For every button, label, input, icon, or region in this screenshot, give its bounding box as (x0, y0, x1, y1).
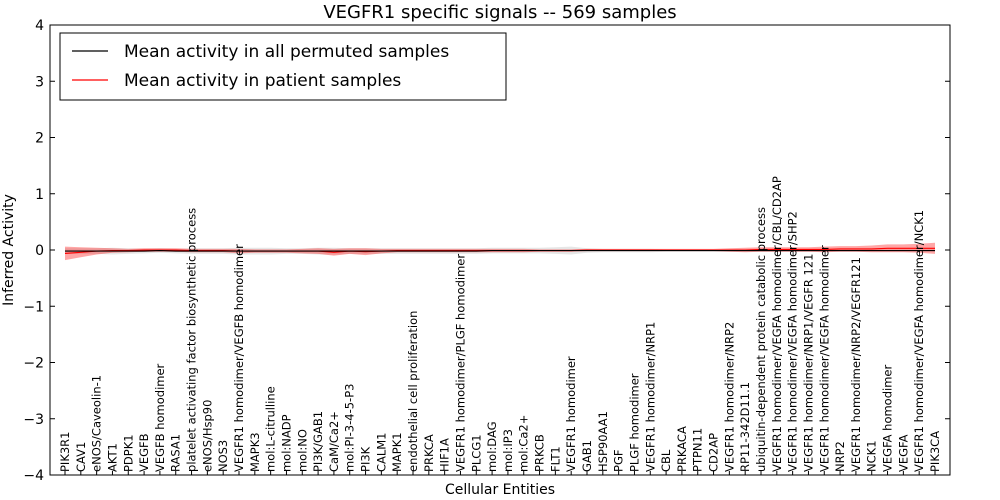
y-tick-label: −2 (23, 356, 44, 372)
category-label: VEGFB homodimer (153, 363, 167, 472)
band-series-1 (65, 242, 935, 261)
category-label: VEGFR1 homodimer/VEGFB homodimer (232, 244, 246, 472)
category-label: PTPN11 (691, 428, 705, 472)
category-label: NOS3 (216, 440, 230, 472)
legend-label-permuted: Mean activity in all permuted samples (124, 42, 449, 62)
category-label: PLGF homodimer (628, 373, 642, 472)
category-label: mol:NO (295, 429, 309, 472)
category-label: VEGFB (137, 433, 151, 472)
category-label: mol:NADP (280, 414, 294, 472)
category-label: CBL (659, 449, 673, 472)
category-label: eNOS/Caveolin-1 (90, 375, 104, 472)
category-label: VEGFR1 homodimer/VEGFA homodimer/CBL/CD2… (770, 176, 784, 472)
line-series-0 (65, 250, 935, 252)
category-label: VEGFR1 homodimer (564, 356, 578, 472)
category-label: CaM/Ca2+ (327, 411, 341, 472)
category-label: VEGFR1 homodimer/PLGF homodimer (454, 254, 468, 472)
category-label: eNOS/Hsp90 (200, 400, 214, 472)
category-label: VEGFR1 homodimer/NRP1 (643, 322, 657, 472)
category-label: HSP90AA1 (596, 411, 610, 472)
x-axis-label: Cellular Entities (445, 482, 555, 498)
category-label: PRKCB (533, 434, 547, 472)
legend-box (59, 32, 507, 101)
category-label: NCK1 (865, 440, 879, 472)
category-label: VEGFR1 homodimer/VEGFA homodimer/SHP2 (786, 211, 800, 472)
category-label: VEGFR1 homodimer/NRP2 (722, 322, 736, 472)
category-label: VEGFR1 homodimer/NRP2/VEGFR121 (849, 257, 863, 472)
category-label: PLCG1 (469, 434, 483, 472)
category-labels: PIK3R1 CAV1 eNOS/Caveolin-1 AKT1 PDPK1 VEGFB V… (58, 176, 942, 472)
category-label: RP11-342D11.1 (738, 382, 752, 472)
category-label: VEGFR1 homodimer/NRP1/VEGFR 121 (802, 253, 816, 472)
category-label: VEGFR1 homodimer/VEGFA homodimer (817, 245, 831, 472)
category-label: FLT1 (548, 446, 562, 472)
category-label: VEGFA (896, 434, 910, 472)
category-label: RASA1 (169, 434, 183, 472)
y-tick-label: −1 (23, 299, 44, 315)
category-label: CAV1 (74, 442, 88, 472)
category-label: VEGFA homodimer (881, 364, 895, 471)
category-label: CD2AP (707, 433, 721, 472)
category-label: MAPK3 (248, 432, 262, 472)
y-tick-label: −3 (23, 412, 44, 428)
category-label: mol:DAG (485, 421, 499, 472)
y-tick-label: 2 (35, 131, 44, 147)
legend: Mean activity in all permuted samples Me… (59, 32, 507, 101)
y-tick-label: −4 (23, 468, 44, 484)
category-label: HIF1A (438, 438, 452, 472)
category-label: mol:PI-3-4-5-P3 (343, 384, 357, 472)
category-label: PGF (612, 449, 626, 471)
y-tick-label: 4 (35, 18, 44, 34)
category-label: NRP2 (833, 441, 847, 472)
x-axis (64, 471, 936, 475)
category-label: PI3K/GAB1 (311, 411, 325, 472)
y-axis-label: Inferred Activity (1, 194, 17, 306)
category-label: mol:Ca2+ (517, 415, 531, 472)
series-lines (64, 247, 935, 254)
y-tick-label: 0 (35, 243, 44, 259)
category-label: ubiquitin-dependent protein catabolic pr… (754, 207, 768, 472)
category-label: AKT1 (106, 443, 120, 472)
category-label: PIK3CA (928, 431, 942, 472)
category-label: CALM1 (374, 432, 388, 472)
category-label: endothelial cell proliferation (406, 311, 420, 472)
category-label: PIK3R1 (58, 432, 72, 473)
category-label: PRKACA (675, 426, 689, 472)
category-label: PDPK1 (121, 434, 135, 472)
category-label: MAPK1 (390, 432, 404, 472)
category-label: mol:IP3 (501, 429, 515, 472)
y-tick-label: 3 (35, 74, 44, 90)
legend-label-patient: Mean activity in patient samples (124, 71, 401, 91)
category-label: GAB1 (580, 440, 594, 472)
category-label: PI3K (359, 446, 373, 472)
category-label: VEGFR1 homodimer/VEGFA homodimer/NCK1 (912, 210, 926, 472)
chart-title: VEGFR1 specific signals -- 569 samples (323, 2, 676, 23)
category-label: PRKCA (422, 434, 436, 472)
category-label: platelet activating factor biosynthetic … (185, 208, 199, 472)
category-label: mol:L-citrulline (264, 386, 278, 472)
y-axis: −4 −3 −2 −1 0 1 2 3 4 (23, 18, 950, 484)
y-tick-label: 1 (35, 187, 44, 203)
